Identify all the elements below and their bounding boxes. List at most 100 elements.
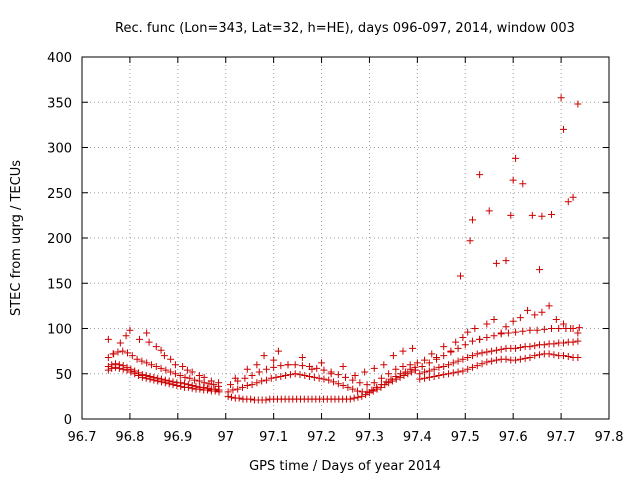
data-point [528, 211, 536, 219]
data-point [243, 365, 251, 373]
data-point [133, 355, 141, 363]
data-point [248, 381, 256, 389]
data-point [138, 371, 146, 379]
data-point [400, 372, 408, 380]
data-point [238, 383, 246, 391]
data-point [497, 345, 505, 353]
data-point [247, 395, 255, 403]
data-point [502, 355, 510, 363]
data-point [454, 368, 462, 376]
data-point [409, 344, 417, 352]
data-point [459, 334, 467, 342]
data-point [399, 363, 407, 371]
data-point [152, 363, 160, 371]
data-point [388, 377, 396, 385]
data-point [320, 366, 328, 374]
data-point [270, 363, 278, 371]
data-point [350, 394, 358, 402]
data-point [555, 325, 563, 332]
data-point [126, 326, 134, 334]
data-point [401, 368, 409, 376]
x-tick-label: 97.1 [259, 430, 288, 445]
data-point [440, 371, 448, 379]
data-point [524, 306, 532, 314]
data-point [270, 356, 278, 364]
data-point [104, 335, 112, 343]
data-point [291, 361, 299, 369]
data-point [353, 387, 361, 395]
data-point [476, 171, 484, 179]
data-point [516, 314, 524, 322]
x-tick-label: 97.7 [547, 430, 576, 445]
data-point [428, 350, 436, 358]
data-point [464, 328, 472, 336]
data-point [559, 339, 567, 347]
data-point [575, 324, 583, 332]
data-point [411, 363, 419, 371]
y-tick-labels: 0 50 100 150 200 250 300 350 400 [47, 51, 72, 428]
data-point [564, 198, 572, 206]
data-point [440, 363, 448, 371]
data-point [521, 354, 529, 362]
data-point [313, 364, 321, 372]
x-tick-label: 97.4 [403, 430, 432, 445]
data-points [104, 94, 583, 404]
data-point [531, 342, 539, 350]
data-point [210, 381, 218, 389]
data-point [318, 359, 326, 367]
data-point [145, 338, 153, 346]
data-point [574, 100, 582, 108]
data-point [363, 381, 371, 389]
data-point [504, 329, 512, 337]
data-point [377, 374, 385, 382]
y-tick-label: 100 [47, 323, 72, 338]
x-tick-label: 96.9 [163, 430, 192, 445]
data-point [449, 369, 457, 377]
data-point [512, 344, 520, 352]
data-point [512, 154, 520, 162]
data-point [425, 359, 433, 367]
data-point [478, 360, 486, 368]
data-point [430, 365, 438, 373]
data-point [135, 335, 143, 343]
data-point [150, 373, 158, 381]
data-point [135, 369, 143, 377]
data-point [516, 344, 524, 352]
data-point [574, 337, 582, 345]
data-point [512, 356, 520, 364]
data-point [377, 381, 385, 389]
data-point [478, 349, 486, 357]
data-point [557, 94, 565, 102]
data-point [267, 374, 275, 382]
data-point [291, 370, 299, 378]
data-point [258, 377, 266, 385]
data-point [248, 372, 256, 380]
data-point [167, 368, 175, 376]
data-point [385, 370, 393, 378]
data-point [169, 378, 177, 386]
x-tick-label: 97.2 [307, 430, 336, 445]
data-point [425, 373, 433, 381]
data-point [122, 332, 130, 340]
data-point [260, 352, 268, 360]
data-point [191, 376, 199, 384]
data-point [488, 357, 496, 365]
data-point [488, 347, 496, 355]
data-point [380, 361, 388, 369]
data-point [179, 363, 187, 371]
data-point [224, 388, 232, 396]
data-point [160, 352, 168, 360]
data-point [277, 372, 285, 380]
data-point [351, 372, 359, 380]
data-point [296, 371, 304, 379]
data-point [104, 363, 112, 371]
data-point [243, 382, 251, 390]
data-point [468, 216, 476, 224]
data-point [526, 353, 534, 361]
data-point [485, 207, 493, 215]
data-point [167, 355, 175, 363]
data-point [454, 344, 462, 352]
data-point [471, 325, 479, 332]
data-point [519, 180, 527, 188]
data-point [368, 386, 376, 394]
